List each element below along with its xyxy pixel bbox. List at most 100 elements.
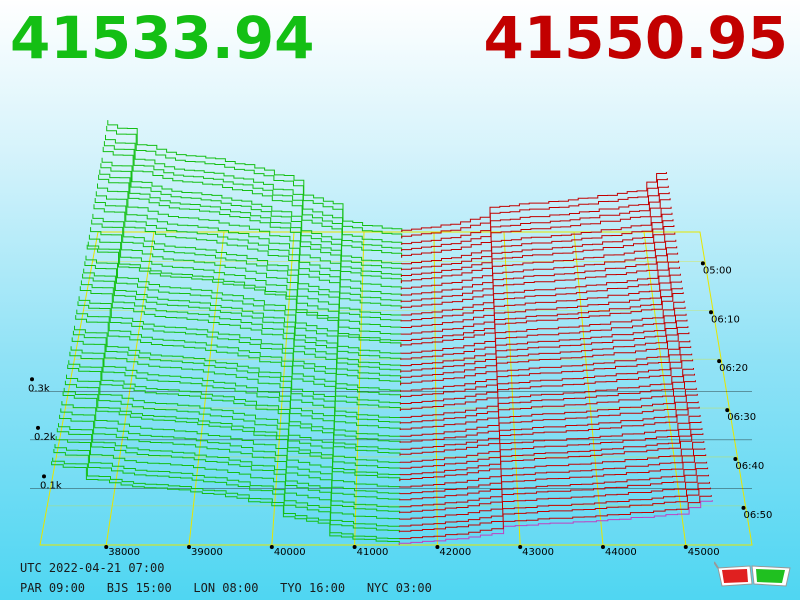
ask-depth-line (400, 219, 674, 277)
ask-depth-line (400, 313, 687, 367)
ask-depth-line (399, 454, 707, 501)
ask-depth-line (399, 481, 710, 527)
ask-depth-line (400, 252, 679, 309)
ask-depth-line (398, 487, 711, 533)
ask-depth-line (399, 373, 695, 424)
ask-depth-line (399, 415, 701, 463)
bid-depth-line (64, 380, 401, 469)
ask-depth-line (399, 380, 696, 430)
bid-depth-line (84, 261, 402, 360)
ask-depth-line (399, 368, 694, 418)
price-gridline (188, 231, 225, 546)
bid-depth-line (91, 219, 402, 322)
bid-depth-line (68, 360, 401, 450)
bid-depth-line (103, 141, 403, 252)
ask-depth-line (401, 212, 673, 271)
utc-timestamp: UTC 2022-04-21 07:00 (20, 561, 165, 575)
bid-depth-line (76, 309, 401, 405)
tick-dot (352, 545, 357, 549)
time-tick-dot (741, 505, 746, 510)
z-tick-label: 0.1k (40, 480, 62, 491)
x-tick-label: 41000 (357, 547, 389, 558)
bid-depth-line (83, 268, 402, 367)
tick-dot (600, 545, 605, 549)
bid-depth-line (71, 337, 401, 430)
ask-depth-line (401, 260, 680, 316)
ask-depth-line (398, 500, 713, 545)
time-tick-label: 06:40 (735, 461, 764, 472)
ask-depth-line (399, 387, 697, 437)
ask-depth-line (400, 401, 699, 450)
time-tick-label: 05:00 (703, 265, 732, 276)
ask-depth-line (400, 340, 691, 392)
bid-depth-line (99, 169, 402, 277)
bid-depth-line (106, 125, 403, 239)
bid-depth-line (56, 428, 401, 514)
bid-depth-line (82, 273, 402, 373)
time-tick-label: 06:30 (727, 412, 756, 423)
ask-depth-line (399, 448, 706, 495)
bid-depth-line (54, 444, 400, 527)
ask-depth-line (399, 441, 705, 488)
depth-lines (51, 120, 713, 545)
tick-dot (683, 545, 688, 549)
ask-depth-line (400, 266, 680, 322)
ask-price: 41550.95 (483, 4, 788, 72)
tick-dot (435, 545, 440, 549)
ask-depth-line (399, 359, 694, 411)
x-tick-label: 43000 (522, 547, 554, 558)
city-time-bjs: BJS 15:00 (106, 581, 194, 595)
z-tick-dot (42, 474, 46, 479)
bid-depth-line (55, 436, 400, 520)
tick-dot (187, 545, 192, 549)
time-tick-dot (700, 261, 705, 266)
bid-depth-line (74, 325, 401, 418)
bid-depth-line (93, 204, 402, 309)
tick-dot (104, 545, 109, 549)
bid-depth-line (70, 346, 401, 437)
3d-glasses-icon[interactable] (714, 558, 794, 592)
time-tick-label: 06:20 (719, 363, 748, 374)
time-tick-dot (709, 310, 713, 315)
bid-depth-line (59, 414, 401, 501)
bid-depth-line (51, 461, 400, 545)
ask-depth-line (399, 393, 698, 443)
ask-depth-line (401, 206, 672, 265)
x-tick-label: 40000 (274, 547, 306, 558)
bid-depth-line (92, 213, 402, 316)
axis-labels: 38000 39000 40000 41000 42000 43000 44000 45000… (28, 261, 772, 558)
x-tick-label: 45000 (688, 547, 720, 558)
ask-depth-line (400, 319, 688, 373)
price-gridline (271, 231, 295, 546)
bid-depth-line (98, 174, 402, 284)
ask-depth-line (401, 172, 667, 232)
bid-depth-line (60, 408, 401, 494)
bid-depth-line (86, 244, 402, 347)
bid-depth-line (79, 286, 402, 386)
x-tick-label: 42000 (439, 547, 471, 558)
bid-depth-line (94, 198, 402, 303)
bid-depth-line (105, 134, 403, 245)
bid-depth-line (95, 191, 402, 296)
ask-depth-line (401, 192, 670, 252)
ask-depth-line (400, 246, 678, 303)
time-tick-dot (733, 456, 738, 461)
bid-depth-line (78, 296, 401, 392)
bid-depth-line (63, 387, 401, 475)
city-time-nyc: NYC 03:00 (366, 581, 432, 595)
ask-depth-line (399, 428, 703, 476)
x-tick-label: 39000 (191, 547, 223, 558)
bid-depth-line (58, 423, 401, 508)
ask-depth-line (401, 198, 671, 258)
city-time-par: PAR 09:00 (20, 581, 107, 595)
ask-depth-line (400, 225, 675, 284)
x-tick-label: 38000 (108, 547, 140, 558)
bid-depth-line (75, 315, 401, 411)
time-tick-dot (725, 408, 730, 413)
bid-depth-line (53, 449, 400, 533)
bid-depth-line (67, 364, 401, 456)
bid-depth-line (87, 241, 402, 341)
ask-depth-line (400, 273, 681, 328)
bid-depth-line (90, 227, 402, 328)
